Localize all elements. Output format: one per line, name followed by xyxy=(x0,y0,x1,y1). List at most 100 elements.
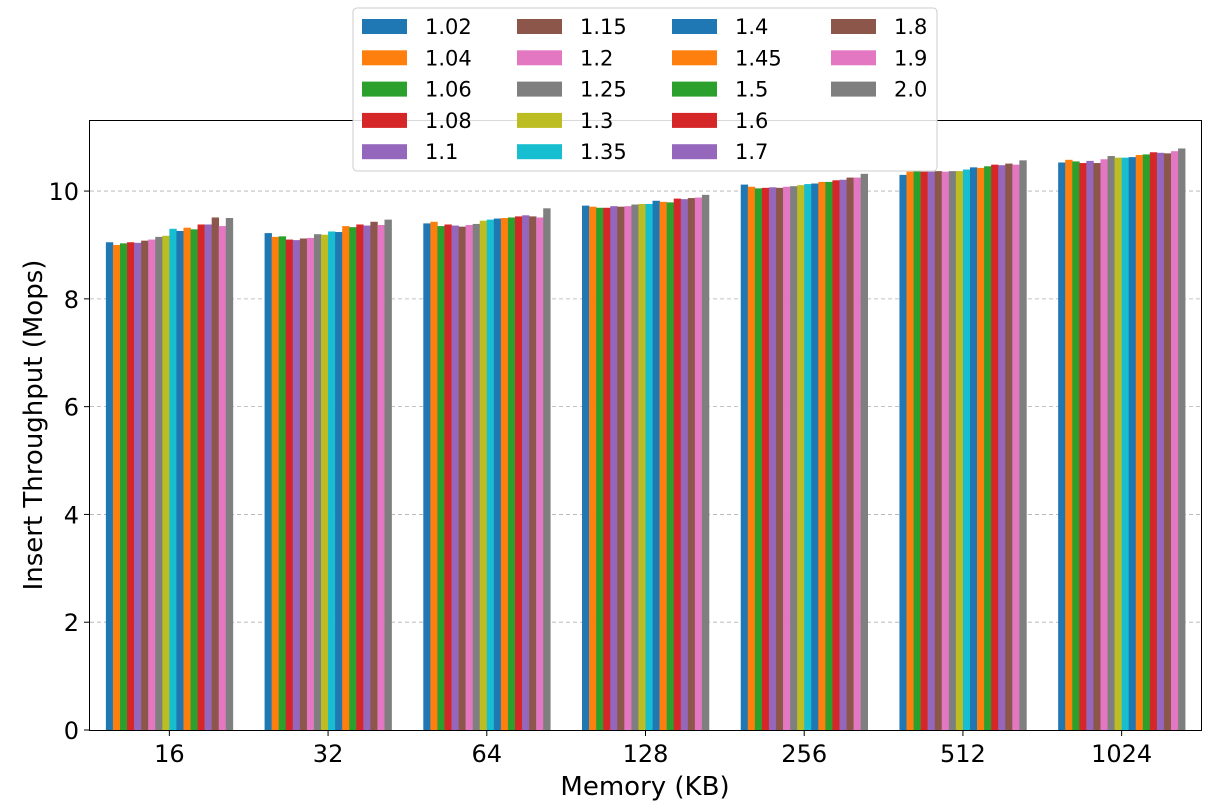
legend-label: 1.45 xyxy=(735,46,782,70)
bar xyxy=(197,224,205,730)
legend-swatch xyxy=(362,50,407,66)
bar xyxy=(423,223,431,730)
legend-label: 1.9 xyxy=(894,46,927,70)
legend-item: 1.7 xyxy=(672,140,768,164)
bar xyxy=(313,234,322,730)
legend-item: 1.6 xyxy=(672,109,768,133)
x-tick-label: 64 xyxy=(472,740,503,768)
bar xyxy=(659,201,667,731)
bar xyxy=(797,185,805,731)
bar xyxy=(465,225,473,730)
legend-label: 1.08 xyxy=(425,109,472,133)
bar xyxy=(783,186,791,731)
legend-item: 1.3 xyxy=(517,109,613,133)
legend-label: 1.3 xyxy=(580,109,613,133)
bar xyxy=(162,235,170,730)
bar xyxy=(804,184,812,730)
legend-swatch xyxy=(672,50,717,66)
legend-item: 1.9 xyxy=(831,46,927,70)
bar xyxy=(1079,163,1087,730)
bar xyxy=(356,224,364,730)
x-tick-label: 128 xyxy=(623,740,669,768)
legend-item: 2.0 xyxy=(831,78,927,102)
legend-label: 1.4 xyxy=(735,15,768,39)
bar xyxy=(211,217,220,730)
x-tick-label: 32 xyxy=(313,740,344,768)
bar xyxy=(694,197,703,731)
bar xyxy=(969,167,978,730)
bar xyxy=(1019,160,1027,731)
bar xyxy=(1128,157,1137,730)
legend-item: 1.45 xyxy=(672,46,782,70)
bar xyxy=(486,219,495,730)
y-tick-label: 4 xyxy=(64,501,79,529)
bar xyxy=(624,206,632,730)
bar xyxy=(1072,161,1080,730)
x-axis: 16 32 64 128 256 512 1024 xyxy=(154,730,1152,768)
legend-box xyxy=(352,7,938,172)
bar xyxy=(617,206,625,730)
bars xyxy=(105,148,1186,731)
bar xyxy=(977,167,985,731)
legend-swatch xyxy=(672,144,717,160)
bar xyxy=(680,199,689,731)
bar xyxy=(335,232,343,730)
legend-swatch xyxy=(672,81,717,97)
legend-label: 1.06 xyxy=(425,78,472,102)
bar xyxy=(349,227,357,731)
bar xyxy=(1086,160,1094,730)
bar xyxy=(666,202,675,730)
bar xyxy=(1012,164,1020,730)
bar xyxy=(451,225,459,730)
legend-item: 1.35 xyxy=(517,140,627,164)
bar xyxy=(105,242,114,731)
legend-label: 1.6 xyxy=(735,109,768,133)
legend-swatch xyxy=(831,81,876,97)
legend-item: 1.08 xyxy=(362,109,472,133)
y-tick-label: 2 xyxy=(64,609,79,637)
bar xyxy=(183,227,191,731)
bar xyxy=(155,236,163,730)
legend-label: 1.2 xyxy=(580,46,613,70)
bar xyxy=(818,181,826,730)
bar xyxy=(370,221,378,730)
bar xyxy=(899,174,907,730)
bar xyxy=(430,221,438,730)
bar xyxy=(645,203,653,730)
y-axis-title: Insert Throughput (Mops) xyxy=(19,260,49,591)
bar xyxy=(740,184,749,730)
bar xyxy=(775,187,784,731)
legend-label: 2.0 xyxy=(894,78,927,102)
bar xyxy=(1107,156,1115,730)
bar xyxy=(292,240,301,730)
bar xyxy=(582,205,590,730)
bar xyxy=(204,224,212,730)
legend-label: 1.02 xyxy=(425,15,472,39)
legend-label: 1.15 xyxy=(580,15,627,39)
legend-swatch xyxy=(672,112,717,128)
bar xyxy=(1149,152,1158,730)
legend-item: 1.02 xyxy=(362,15,472,39)
bar xyxy=(920,171,928,731)
legend-item: 1.5 xyxy=(672,78,768,102)
legend-swatch xyxy=(517,144,562,160)
bar xyxy=(1065,159,1073,731)
legend-swatch xyxy=(517,50,562,66)
legend-swatch xyxy=(831,50,876,66)
bar xyxy=(1135,154,1144,730)
bar xyxy=(1142,154,1151,730)
bar xyxy=(112,244,121,730)
bar xyxy=(747,186,756,731)
bar xyxy=(1121,157,1129,731)
legend-swatch xyxy=(517,19,562,34)
bar xyxy=(278,236,287,730)
bar xyxy=(846,177,854,730)
bar xyxy=(631,204,639,730)
bar xyxy=(169,228,177,731)
bar xyxy=(306,237,315,730)
y-tick-label: 0 xyxy=(64,717,79,745)
bar xyxy=(264,233,272,730)
bar xyxy=(761,187,770,731)
